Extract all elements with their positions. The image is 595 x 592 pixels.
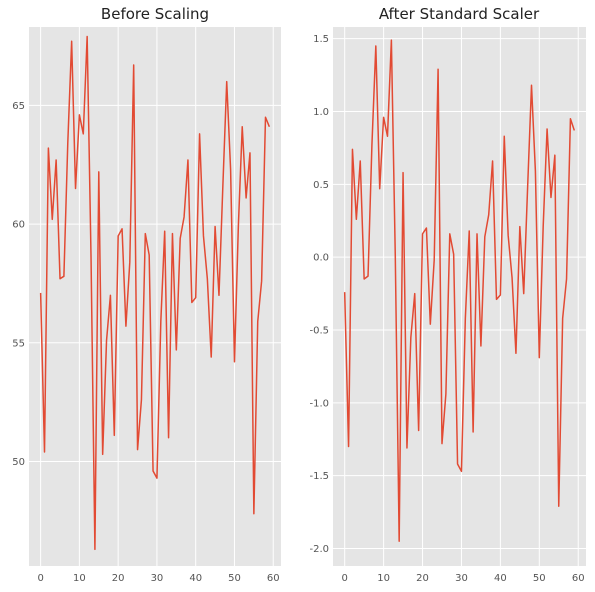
x-tick-label: 30 xyxy=(151,573,164,584)
y-tick-label: 55 xyxy=(12,338,25,349)
series-line-after-standard-scaler xyxy=(343,39,576,542)
subplot-before-scaling: 0 10 20 30 40 50 60 50 55 60 65 Before Scaling xyxy=(12,5,281,584)
x-tick-label: 0 xyxy=(37,573,43,584)
x-tick-label: 0 xyxy=(341,573,347,584)
y-tick-labels-right: -2.0 -1.5 -1.0 -0.5 0.0 0.5 1.0 1.5 xyxy=(309,34,329,555)
plot-background-left xyxy=(29,27,281,566)
x-tick-label: 50 xyxy=(533,573,546,584)
x-tick-labels-left: 0 10 20 30 40 50 60 xyxy=(37,573,279,584)
x-tick-label: 50 xyxy=(228,573,241,584)
y-tick-label: 65 xyxy=(12,101,25,112)
x-tick-label: 30 xyxy=(455,573,468,584)
chart-title-before-scaling: Before Scaling xyxy=(101,5,209,23)
x-tick-label: 40 xyxy=(189,573,202,584)
x-tick-label: 10 xyxy=(377,573,390,584)
y-tick-label: -1.0 xyxy=(309,398,329,409)
plot-background-right xyxy=(333,27,586,566)
y-tick-label: 50 xyxy=(12,457,25,468)
y-tick-label: -0.5 xyxy=(309,326,329,337)
x-tick-label: 60 xyxy=(572,573,585,584)
y-tick-label: 60 xyxy=(12,220,25,231)
series-line-before-scaling xyxy=(39,35,271,551)
x-tick-label: 60 xyxy=(267,573,280,584)
x-tick-label: 40 xyxy=(494,573,507,584)
y-tick-label: -1.5 xyxy=(309,471,329,482)
x-tick-label: 20 xyxy=(112,573,125,584)
chart-title-after-standard-scaler: After Standard Scaler xyxy=(379,5,540,23)
y-tick-label: -2.0 xyxy=(309,544,329,555)
x-tick-labels-right: 0 10 20 30 40 50 60 xyxy=(341,573,584,584)
y-tick-label: 1.0 xyxy=(313,107,329,118)
y-tick-label: 0.0 xyxy=(313,253,329,264)
subplot-after-standard-scaler: 0 10 20 30 40 50 60 -2.0 -1.5 -1.0 -0.5 0.0 0.5 1.0 1… xyxy=(309,5,586,584)
y-tick-label: 0.5 xyxy=(313,180,329,191)
y-tick-labels-left: 50 55 60 65 xyxy=(12,101,25,468)
x-tick-label: 10 xyxy=(73,573,86,584)
x-tick-label: 20 xyxy=(416,573,429,584)
y-tick-label: 1.5 xyxy=(313,34,329,45)
